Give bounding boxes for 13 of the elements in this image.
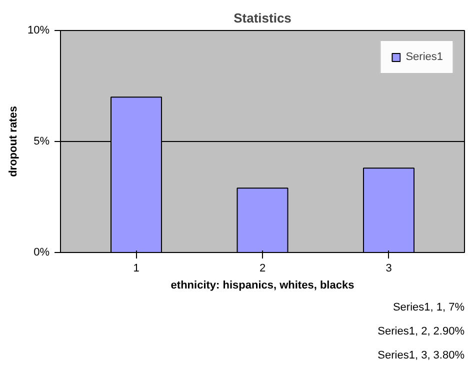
y-axis-title: dropout rates xyxy=(7,106,20,177)
y-tick-label: 5% xyxy=(34,136,50,148)
x-tick-label: 1 xyxy=(133,262,140,274)
text: Series1, 3, 3.80% xyxy=(378,350,465,362)
text: Series1, 2, 2.90% xyxy=(378,326,465,338)
legend-label: Series1 xyxy=(406,51,443,63)
x-tick-label: 2 xyxy=(259,262,266,274)
y-tick-label: 10% xyxy=(27,24,50,36)
y-tick-label: 0% xyxy=(34,246,50,258)
chart-title: Statistics xyxy=(234,10,292,26)
text: Series1, 1, 7% xyxy=(392,302,465,314)
x-tick-label: 3 xyxy=(386,262,392,274)
x-axis-title: ethnicity: hispanics, whites, blacks xyxy=(170,280,354,292)
